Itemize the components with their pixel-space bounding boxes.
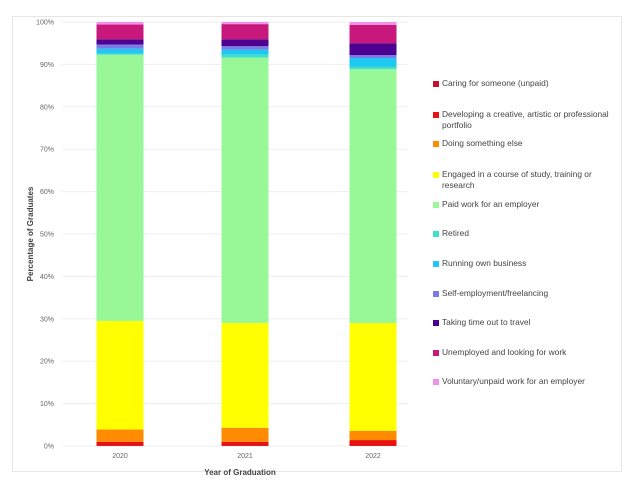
legend-label: Doing something else [442, 138, 523, 148]
bar-segment [221, 46, 269, 50]
bar-segment [96, 441, 144, 446]
y-tick-label: 90% [40, 62, 54, 69]
legend-item[interactable]: Developing a creative, artistic or profe… [433, 109, 618, 131]
legend-item[interactable]: Paid work for an employer [433, 199, 618, 210]
bar-segment [96, 24, 144, 40]
y-tick-label: 30% [40, 316, 54, 323]
legend-swatch [433, 140, 439, 147]
bar-segment [349, 24, 397, 44]
legend-item[interactable]: Taking time out to travel [433, 317, 618, 328]
legend-label: Self-employment/freelancing [442, 288, 549, 298]
legend-swatch [433, 349, 439, 356]
legend-swatch [433, 230, 439, 237]
x-axis-title: Year of Graduation [204, 468, 276, 477]
bar-segment [349, 55, 397, 59]
legend-item[interactable]: Caring for someone (unpaid) [433, 78, 618, 89]
bar-segment [96, 53, 144, 55]
bar-segment [96, 429, 144, 442]
y-axis-tick-labels: 0% 10% 20% 30% 40% 50% 60% 70% 80% 90% 100% [36, 20, 54, 451]
legend-item[interactable]: Unemployed and looking for work [433, 347, 618, 358]
legend-swatch [433, 201, 439, 208]
legend-swatch [433, 260, 439, 267]
bar-segment [221, 441, 269, 446]
bar-segment [96, 44, 144, 49]
bar-segment [349, 69, 397, 324]
bar-segment [349, 430, 397, 441]
bar-stack-2022 [349, 22, 397, 446]
bar-segment [349, 66, 397, 70]
legend-label: Developing a creative, artistic or profe… [442, 109, 609, 130]
bar-segment [221, 427, 269, 442]
legend-item[interactable]: Retired [433, 228, 618, 239]
legend-item[interactable]: Self-employment/freelancing [433, 288, 618, 299]
legend-label: Paid work for an employer [442, 199, 540, 209]
bar-segment [221, 39, 269, 47]
x-tick-label: 2022 [365, 453, 381, 460]
chart-frame [12, 16, 622, 472]
legend-label: Running own business [442, 258, 527, 268]
legend-swatch [433, 111, 439, 118]
bar-segment [96, 320, 144, 430]
bar-segment [349, 43, 397, 56]
bar-segment [221, 24, 269, 40]
y-tick-label: 10% [40, 401, 54, 408]
bar-segment [349, 58, 397, 67]
x-axis-tick-labels: 2020 2021 2022 [112, 453, 381, 460]
bar-segment [221, 49, 269, 55]
bar-stack-2021 [221, 22, 269, 446]
legend-item[interactable]: Doing something else [433, 138, 618, 149]
x-tick-label: 2020 [112, 453, 128, 460]
y-axis-title: Percentage of Graduates [26, 186, 35, 281]
legend-swatch [433, 171, 439, 178]
bar-segment [96, 48, 144, 54]
y-tick-label: 70% [40, 147, 54, 154]
legend-item[interactable]: Running own business [433, 258, 618, 269]
bar-stack-2020 [96, 22, 144, 446]
bar-segment [96, 54, 144, 321]
y-tick-label: 40% [40, 274, 54, 281]
y-tick-label: 0% [44, 444, 54, 451]
y-tick-label: 50% [40, 232, 54, 239]
bar-segment [221, 57, 269, 323]
y-tick-label: 20% [40, 359, 54, 366]
legend-label: Taking time out to travel [442, 317, 531, 327]
legend-label: Unemployed and looking for work [442, 347, 567, 357]
bar-segment [349, 440, 397, 446]
legend-label: Caring for someone (unpaid) [442, 78, 549, 88]
legend-swatch [433, 290, 439, 297]
legend-swatch [433, 378, 439, 385]
legend-label: Voluntary/unpaid work for an employer [442, 376, 585, 386]
bar-segment [221, 22, 269, 25]
bar-segment [349, 22, 397, 25]
bar-segment [221, 322, 269, 428]
legend-item[interactable]: Engaged in a course of study, training o… [433, 169, 618, 191]
bar-segment [221, 54, 269, 58]
bar-segment [349, 323, 397, 431]
bar-segment [96, 39, 144, 45]
y-tick-label: 100% [36, 20, 54, 27]
x-tick-label: 2021 [237, 453, 253, 460]
y-tick-label: 60% [40, 189, 54, 196]
legend-item[interactable]: Voluntary/unpaid work for an employer [433, 376, 618, 387]
bars [96, 22, 397, 446]
bar-segment [96, 22, 144, 25]
legend-label: Engaged in a course of study, training o… [442, 169, 592, 190]
legend-swatch [433, 319, 439, 326]
y-tick-label: 80% [40, 104, 54, 111]
legend-label: Retired [442, 228, 469, 238]
legend-swatch [433, 80, 439, 87]
